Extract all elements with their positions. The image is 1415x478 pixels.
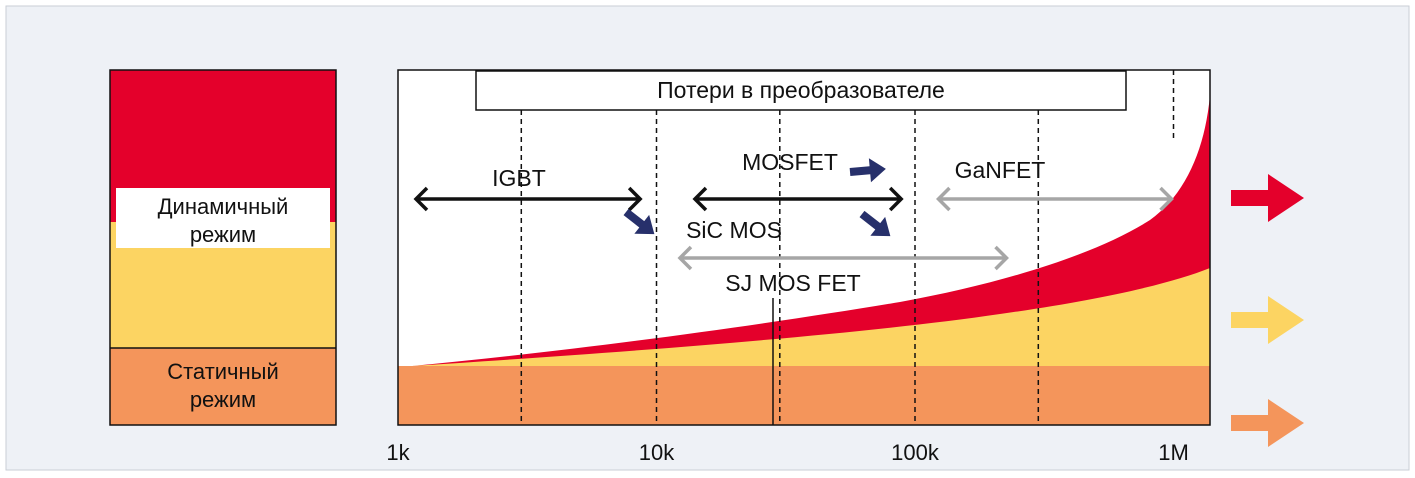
legend-static-label-line1: Статичный — [167, 359, 279, 384]
loss-chart: Потери в преобразователе 1k 10k 100k 1M — [386, 69, 1211, 465]
static-loss-area — [398, 366, 1210, 425]
dynamic-loss-area — [412, 95, 1210, 366]
ganfet-label: GaNFET — [955, 157, 1046, 183]
conduction-loss-indicator-arrow — [1231, 296, 1304, 344]
x-tick-label-1M: 1M — [1158, 440, 1189, 465]
igbt-label: IGBT — [492, 165, 546, 191]
sic-mos-label: SiC MOS — [686, 217, 782, 243]
x-axis-tick-labels: 1k 10k 100k 1M — [386, 440, 1188, 465]
chart-title-box — [475, 70, 1127, 111]
legend-dynamic-label-line1: Динамичный — [158, 194, 289, 219]
chart-frame — [397, 69, 1211, 426]
ganfet-range-arrow — [936, 186, 1174, 212]
x-tick-label-100k: 100k — [891, 440, 940, 465]
dynamic-loss-indicator-arrow — [1231, 174, 1304, 222]
loss-legend-column: Динамичный режим Статичный режим — [109, 69, 337, 426]
chart-title: Потери в преобразователе — [657, 77, 945, 103]
legend-frame — [109, 69, 337, 426]
sj-mos-fet-label: SJ MOS FET — [725, 270, 860, 296]
x-tick-label-10k: 10k — [639, 440, 675, 465]
legend-dynamic-label-line2: режим — [190, 222, 256, 247]
legend-static-label-line2: режим — [190, 387, 256, 412]
static-loss-indicator-arrow — [1231, 399, 1304, 447]
grid-lines — [520, 70, 1175, 425]
sic-shift-arrow-right — [859, 210, 891, 237]
mosfet-shift-arrow — [849, 158, 886, 183]
legend-static-block — [110, 348, 336, 425]
loss-direction-indicators — [1231, 174, 1304, 447]
sic-shift-arrow-left — [623, 208, 655, 235]
igbt-range-arrow — [413, 186, 643, 212]
technology-shift-arrows — [623, 158, 891, 237]
conduction-loss-area — [412, 250, 1210, 366]
technology-range-arrows: IGBT MOSFET GaNFET SJ MOS FET SiC MOS — [413, 149, 1174, 296]
sj-mos-fet-range-arrow — [677, 245, 1009, 271]
x-tick-label-1k: 1k — [386, 440, 410, 465]
mosfet-label: MOSFET — [742, 149, 838, 175]
mosfet-range-arrow — [692, 186, 904, 212]
legend-dynamic-label-box — [116, 188, 330, 248]
